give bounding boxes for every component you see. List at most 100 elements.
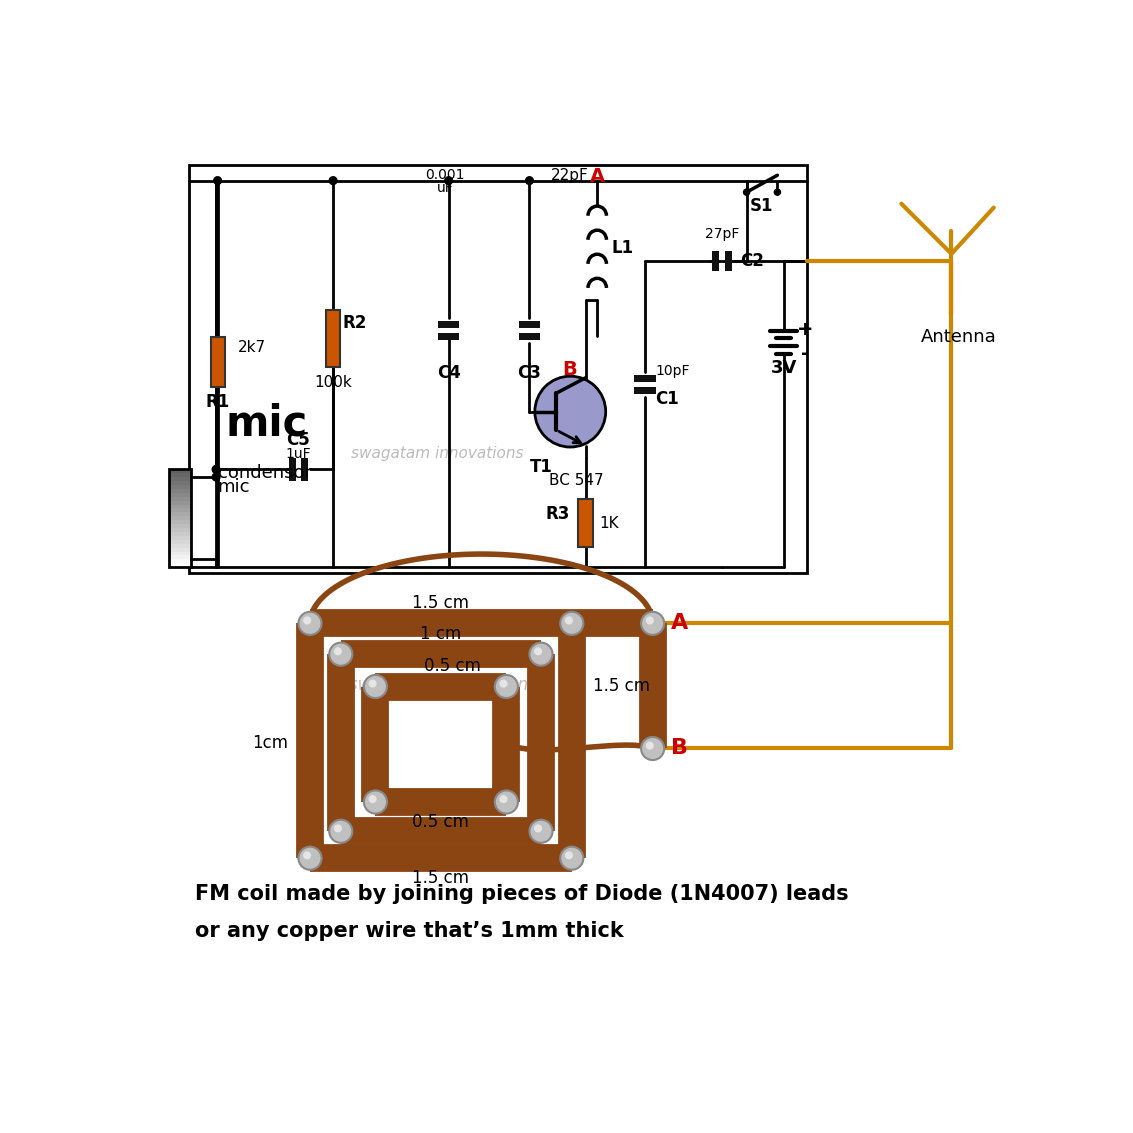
Text: A: A — [671, 613, 689, 633]
Bar — [169, 496, 190, 501]
Bar — [169, 512, 190, 517]
Text: 27pF: 27pF — [705, 227, 739, 240]
Bar — [169, 472, 190, 477]
Text: 1.5 cm: 1.5 cm — [594, 676, 650, 695]
Circle shape — [304, 616, 312, 624]
Circle shape — [330, 819, 352, 843]
Text: +: + — [796, 320, 813, 339]
Text: condensor: condensor — [218, 465, 312, 483]
Bar — [519, 321, 540, 329]
Bar — [169, 504, 190, 509]
Text: S1: S1 — [750, 197, 774, 215]
Bar — [169, 562, 190, 568]
Bar — [169, 508, 190, 512]
Bar — [169, 488, 190, 493]
Text: C4: C4 — [436, 364, 460, 382]
Circle shape — [565, 616, 573, 624]
Bar — [437, 321, 459, 329]
Text: 1.5 cm: 1.5 cm — [412, 595, 469, 612]
Circle shape — [534, 825, 543, 833]
Text: B: B — [562, 360, 577, 378]
Bar — [169, 492, 190, 496]
Circle shape — [330, 177, 337, 185]
Text: C2: C2 — [741, 253, 765, 271]
Text: 0.001: 0.001 — [425, 168, 465, 182]
Text: R3: R3 — [546, 505, 570, 523]
Text: mic: mic — [218, 478, 250, 496]
Bar — [634, 375, 656, 382]
Text: 3V: 3V — [770, 359, 796, 377]
Text: 1cm: 1cm — [253, 734, 289, 751]
Bar — [169, 523, 190, 528]
Text: 1uF: 1uF — [286, 448, 312, 461]
Bar — [211, 337, 224, 386]
Text: R1: R1 — [205, 393, 230, 410]
Circle shape — [368, 795, 376, 803]
Circle shape — [646, 742, 654, 750]
Text: 0.5 cm: 0.5 cm — [412, 813, 469, 830]
Bar — [169, 559, 190, 563]
Text: T1: T1 — [529, 458, 553, 476]
Text: -: - — [801, 344, 809, 364]
Circle shape — [298, 612, 322, 634]
Circle shape — [560, 846, 583, 870]
Circle shape — [526, 177, 534, 185]
Circle shape — [330, 642, 352, 666]
Circle shape — [334, 825, 342, 833]
Bar — [169, 527, 190, 533]
Bar — [169, 531, 190, 536]
Circle shape — [534, 647, 543, 655]
Circle shape — [364, 675, 387, 698]
Circle shape — [212, 466, 220, 474]
Bar — [578, 500, 594, 547]
Bar — [169, 469, 190, 568]
Bar — [300, 458, 308, 480]
Text: R2: R2 — [342, 314, 367, 332]
Bar — [634, 387, 656, 394]
Circle shape — [560, 612, 583, 634]
Bar — [169, 543, 190, 547]
Circle shape — [495, 675, 518, 698]
Circle shape — [212, 474, 220, 480]
Circle shape — [529, 819, 553, 843]
Circle shape — [214, 177, 221, 185]
Text: or any copper wire that’s 1mm thick: or any copper wire that’s 1mm thick — [195, 921, 623, 942]
Circle shape — [529, 642, 553, 666]
Circle shape — [743, 189, 750, 195]
Bar — [725, 252, 732, 272]
Text: mic: mic — [225, 402, 307, 444]
Bar — [326, 309, 340, 367]
Text: 1K: 1K — [599, 516, 619, 530]
Text: B: B — [671, 739, 688, 758]
Text: L1: L1 — [611, 239, 633, 257]
Text: 22pF: 22pF — [551, 168, 589, 182]
Text: swagatam innovations: swagatam innovations — [351, 446, 523, 461]
Text: uF: uF — [436, 180, 453, 195]
Bar — [519, 333, 540, 340]
Text: 2k7: 2k7 — [238, 340, 266, 356]
Circle shape — [500, 795, 508, 803]
Text: swagatam innovations: swagatam innovations — [349, 676, 536, 695]
Text: 10pF: 10pF — [655, 364, 690, 377]
Text: C1: C1 — [655, 390, 679, 408]
Circle shape — [304, 851, 312, 859]
Bar — [169, 519, 190, 525]
Text: FM coil made by joining pieces of Diode (1N4007) leads: FM coil made by joining pieces of Diode … — [195, 885, 849, 904]
Circle shape — [495, 791, 518, 813]
Bar — [169, 535, 190, 539]
Bar — [169, 547, 190, 552]
Circle shape — [565, 851, 573, 859]
Text: A: A — [589, 168, 605, 186]
Bar — [169, 469, 190, 474]
Text: C5: C5 — [287, 432, 310, 449]
Circle shape — [445, 177, 452, 185]
Circle shape — [500, 680, 508, 688]
Circle shape — [298, 846, 322, 870]
Text: 100k: 100k — [314, 375, 352, 390]
Bar — [169, 555, 190, 560]
Text: Antenna: Antenna — [921, 327, 997, 346]
Bar — [169, 480, 190, 485]
Bar — [169, 484, 190, 489]
Bar — [437, 333, 459, 340]
Text: 0.5 cm: 0.5 cm — [424, 657, 480, 675]
